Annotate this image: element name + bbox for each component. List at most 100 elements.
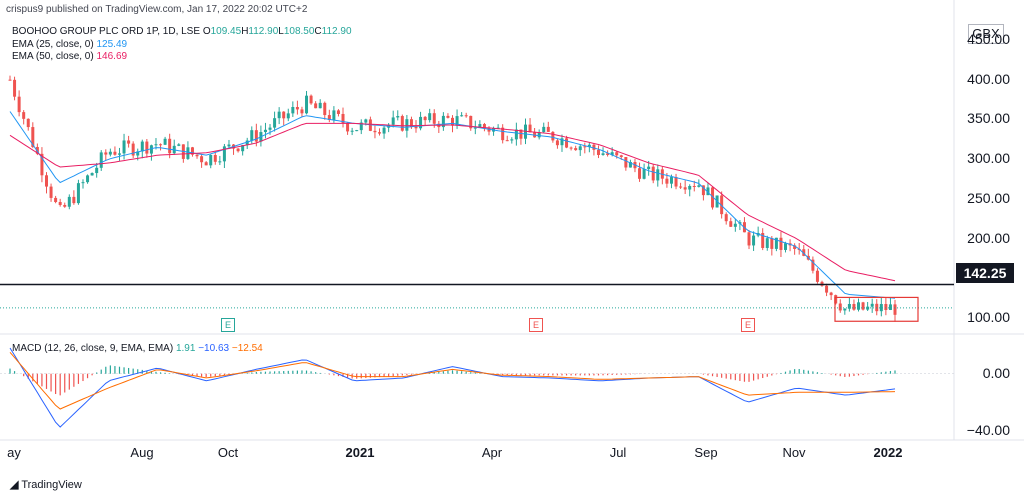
candle-body <box>136 151 140 156</box>
macd-legend[interactable]: MACD (12, 26, close, 9, EMA, EMA) 1.91 −… <box>12 343 263 354</box>
candle-body <box>63 204 67 207</box>
candle-body <box>414 126 418 129</box>
candle-body <box>159 144 163 146</box>
price-tick-label: 450.00 <box>967 30 1010 47</box>
candle-body <box>263 129 267 133</box>
ema-lines <box>0 111 954 322</box>
signal-line <box>9 351 896 410</box>
candle-body <box>546 126 550 132</box>
candle-body <box>537 132 541 138</box>
candle-body <box>127 140 131 144</box>
time-tick-label: Aug <box>130 445 154 460</box>
candle-body <box>888 304 892 310</box>
candle-body <box>628 162 632 168</box>
candle-body <box>8 79 12 81</box>
candle-body <box>323 102 327 116</box>
candle-body <box>291 107 295 114</box>
candle-body <box>200 156 204 163</box>
highlight-box <box>834 296 919 322</box>
candle-body <box>86 175 90 183</box>
candle-body <box>332 110 336 120</box>
candle-body <box>697 185 701 187</box>
candle-body <box>482 124 486 128</box>
candle-body <box>724 214 728 222</box>
candle-body <box>596 149 600 155</box>
candle-body <box>17 96 21 113</box>
candle-body <box>177 144 181 146</box>
macd-line <box>9 347 896 428</box>
candle-body <box>364 119 368 123</box>
candle-body <box>58 202 62 205</box>
candle-body <box>67 196 71 207</box>
candle-body <box>893 304 897 315</box>
candle-body <box>733 223 737 227</box>
candle-body <box>149 145 153 154</box>
candle-body <box>761 233 765 248</box>
candle-body <box>610 152 614 155</box>
candle-body <box>209 155 213 166</box>
candle-body <box>40 153 44 176</box>
candle-body <box>879 304 883 312</box>
ema25-legend[interactable]: EMA (25, close, 0) 125.49 <box>12 39 127 50</box>
candle-body <box>54 197 58 203</box>
time-tick-label: 2022 <box>873 445 903 460</box>
ema50-line <box>9 122 896 282</box>
candle-body <box>624 157 628 168</box>
candle-body <box>31 127 35 147</box>
candle-body <box>583 146 587 148</box>
candle-body <box>857 302 861 310</box>
candle-body <box>419 116 423 129</box>
ema50-label: EMA (50, close, 0) <box>12 51 94 62</box>
candle-body <box>154 144 158 146</box>
candle-body <box>811 259 815 271</box>
ema50-legend[interactable]: EMA (50, close, 0) 146.69 <box>12 51 127 62</box>
candle-body <box>847 304 851 309</box>
candle-body <box>542 126 546 133</box>
candle-body <box>574 148 578 151</box>
earnings-marker[interactable]: E <box>221 318 235 332</box>
candle-body <box>277 111 281 119</box>
candle-body <box>318 102 322 109</box>
currency-badge[interactable]: GBX <box>968 24 1004 44</box>
candle-body <box>587 144 591 147</box>
candle-body <box>505 140 509 142</box>
candle-body <box>551 131 555 141</box>
ohlc-item: C112.90 <box>314 26 352 37</box>
symbol-name: BOOHOO GROUP PLC ORD 1P, 1D, LSE <box>12 26 201 37</box>
candle-body <box>701 185 705 196</box>
macd-tick-label: 0.00 <box>982 364 1010 381</box>
candle-body <box>838 303 842 311</box>
candle-body <box>195 154 199 157</box>
candle-body <box>720 195 724 215</box>
candle-body <box>501 127 505 141</box>
candle-body <box>446 115 450 118</box>
candle-body <box>423 116 427 121</box>
candle-body <box>852 304 856 310</box>
candle-body <box>295 107 299 110</box>
macd-label: MACD (12, 26, close, 9, EMA, EMA) <box>12 343 174 354</box>
candle-body <box>336 110 340 114</box>
candle-body <box>236 148 240 152</box>
ema25-line <box>9 111 896 299</box>
candle-body <box>779 237 783 250</box>
candle-body <box>514 129 518 140</box>
candle-body <box>273 118 277 128</box>
ema50-value: 146.69 <box>96 51 128 62</box>
candle-body <box>117 153 121 155</box>
candle-body <box>478 124 482 128</box>
candle-body <box>606 153 610 155</box>
candle-body <box>884 304 888 310</box>
candle-body <box>615 152 619 156</box>
candle-body <box>213 155 217 162</box>
footer-text: TradingView <box>21 479 82 491</box>
publish-info: crispus9 published on TradingView.com, J… <box>6 4 308 15</box>
ema25-label: EMA (25, close, 0) <box>12 39 94 50</box>
earnings-marker[interactable]: E <box>529 318 543 332</box>
candle-body <box>578 146 582 151</box>
earnings-marker[interactable]: E <box>741 318 755 332</box>
candle-body <box>834 295 838 304</box>
candle-body <box>592 144 596 150</box>
candle-body <box>674 177 678 187</box>
candle-body <box>44 175 48 187</box>
